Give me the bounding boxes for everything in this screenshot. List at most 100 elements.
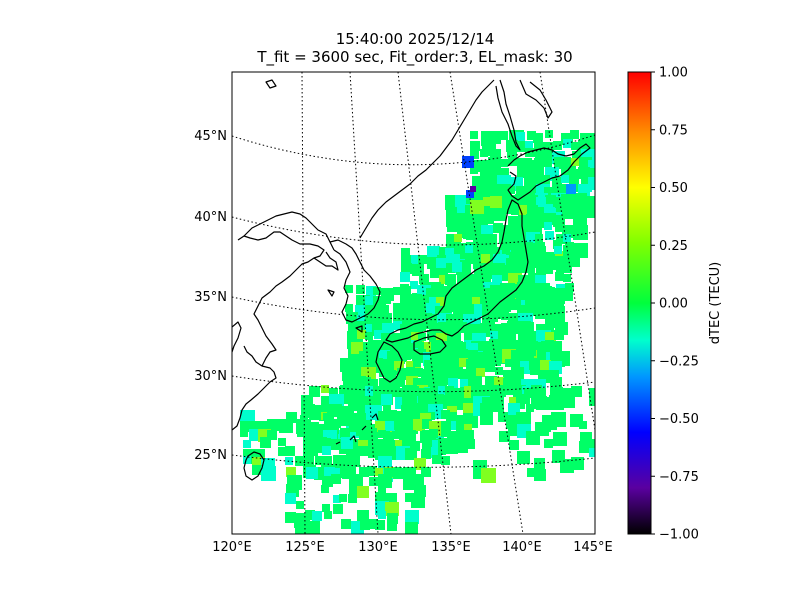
- dtec-cell: [375, 468, 383, 476]
- dtec-cell: [333, 420, 341, 428]
- dtec-cell: [545, 150, 553, 158]
- dtec-cell: [553, 240, 562, 249]
- dtec-cell: [456, 423, 464, 431]
- dtec-cell: [481, 468, 496, 483]
- dtec-cell: [393, 321, 402, 330]
- dtec-cell: [322, 438, 331, 447]
- dtec-cell: [374, 306, 383, 315]
- dtec-cell: [345, 304, 353, 312]
- lon-label: 125°E: [285, 540, 325, 555]
- dtec-cell: [547, 207, 555, 215]
- dtec-cell: [414, 340, 422, 348]
- dtec-cell: [510, 225, 519, 234]
- coast-sakhalin: [495, 79, 521, 151]
- dtec-cell: [508, 332, 516, 340]
- dtec-cell: [488, 131, 501, 144]
- dtec-cell: [378, 486, 386, 494]
- dtec-cell: [369, 379, 378, 388]
- dtec-cell: [501, 287, 510, 296]
- dtec-cell: [502, 205, 511, 214]
- dtec-cell: [261, 421, 269, 429]
- dtec-cell: [445, 386, 454, 395]
- colorbar-tick-label: 0.50: [659, 181, 688, 196]
- dtec-cell: [382, 323, 394, 335]
- dtec-cell: [447, 421, 456, 430]
- dtec-cell: [456, 322, 467, 333]
- dtec-cell: [393, 287, 401, 295]
- dtec-cell: [305, 510, 315, 520]
- dtec-cell: [542, 423, 551, 432]
- dtec-cell: [411, 494, 425, 508]
- dtec-cell: [357, 510, 369, 522]
- dtec-cell: [478, 341, 488, 351]
- dtec-cell: [588, 133, 595, 144]
- dtec-cell: [525, 160, 535, 170]
- dtec-cell: [313, 412, 321, 420]
- dtec-cell: [418, 333, 426, 341]
- dtec-cell: [564, 255, 575, 266]
- dtec-cell: [438, 447, 446, 455]
- dtec-cell: [535, 342, 545, 352]
- dtec-cell: [447, 222, 457, 232]
- meridian-125: [301, 72, 306, 534]
- dtec-cell: [571, 258, 580, 267]
- dtec-cell: [448, 378, 458, 388]
- dtec-cell: [517, 168, 527, 178]
- dtec-cell: [427, 246, 440, 259]
- dtec-cell: [417, 403, 429, 415]
- dtec-cell: [329, 388, 338, 397]
- dtec-cell: [516, 186, 527, 197]
- dtec-cell: [261, 466, 276, 481]
- dtec-cell: [533, 133, 543, 143]
- dtec-cell: [545, 130, 553, 138]
- graticule: [232, 72, 595, 534]
- dtec-cell: [467, 368, 476, 377]
- dtec-cell: [267, 430, 277, 440]
- dtec-cell: [385, 421, 395, 431]
- dtec-cell: [517, 451, 530, 464]
- dtec-cell: [552, 177, 562, 187]
- dtec-cell: [366, 410, 376, 420]
- dtec-cell: [411, 314, 422, 325]
- dtec-cell: [525, 141, 533, 149]
- dtec-cell: [297, 428, 306, 437]
- dtec-cell: [534, 158, 543, 167]
- dtec-cell: [431, 447, 442, 458]
- dtec-cell: [333, 504, 343, 514]
- dtec-cell: [278, 438, 286, 446]
- dtec-cell: [535, 151, 546, 162]
- dtec-cell: [589, 439, 595, 452]
- dtec-cell: [312, 511, 322, 521]
- dtec-cell: [536, 265, 546, 275]
- dtec-cell: [339, 494, 347, 502]
- dtec-cell: [375, 520, 385, 530]
- dtec-cell: [467, 350, 478, 361]
- dtec-cell: [556, 234, 566, 244]
- dtec-cell: [285, 446, 295, 456]
- dtec-cell: [441, 429, 449, 437]
- dtec-cell: [392, 386, 400, 394]
- dtec-cell: [447, 397, 455, 405]
- dtec-cell: [544, 222, 552, 230]
- dtec-cell: [589, 388, 595, 397]
- dtec-cell: [367, 428, 377, 438]
- dtec-cell: [375, 421, 386, 432]
- colorbar-tick-label: 1.00: [659, 66, 688, 81]
- dtec-cell: [365, 332, 373, 340]
- dtec-cell: [502, 247, 510, 255]
- dtec-cell: [563, 291, 573, 301]
- parallel-25: [232, 454, 595, 468]
- dtec-cell: [402, 439, 413, 450]
- meridian-145: [539, 72, 595, 431]
- dtec-cell-anomaly: [452, 262, 462, 272]
- dtec-cell: [446, 412, 457, 423]
- dtec-cell: [435, 395, 446, 406]
- dtec-cell: [456, 430, 467, 441]
- dtec-cell: [499, 131, 508, 140]
- dtec-cell: [487, 352, 498, 363]
- dtec-cell: [417, 322, 426, 331]
- dtec-cell: [552, 294, 564, 306]
- dtec-cell: [412, 264, 424, 276]
- dtec-cell: [387, 513, 398, 524]
- dtec-data-layer: [240, 130, 595, 534]
